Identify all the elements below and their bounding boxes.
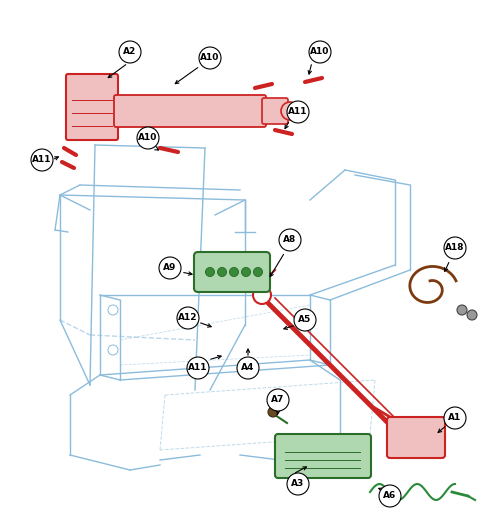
Circle shape bbox=[467, 310, 477, 320]
Circle shape bbox=[457, 305, 467, 315]
Circle shape bbox=[253, 286, 271, 304]
Text: A12: A12 bbox=[178, 313, 198, 323]
Text: A10: A10 bbox=[200, 53, 220, 62]
Circle shape bbox=[444, 407, 466, 429]
Text: A7: A7 bbox=[272, 395, 284, 404]
Circle shape bbox=[218, 267, 226, 276]
Circle shape bbox=[177, 307, 199, 329]
Circle shape bbox=[281, 102, 299, 120]
Text: A10: A10 bbox=[138, 134, 158, 142]
FancyBboxPatch shape bbox=[275, 434, 371, 478]
Circle shape bbox=[187, 357, 209, 379]
Circle shape bbox=[309, 41, 331, 63]
Text: A11: A11 bbox=[32, 156, 52, 164]
Text: A4: A4 bbox=[242, 364, 254, 373]
FancyBboxPatch shape bbox=[194, 252, 270, 292]
Text: A18: A18 bbox=[446, 244, 465, 252]
Circle shape bbox=[242, 267, 250, 276]
FancyBboxPatch shape bbox=[114, 95, 266, 127]
Circle shape bbox=[199, 47, 221, 69]
Circle shape bbox=[230, 267, 238, 276]
Circle shape bbox=[267, 389, 289, 411]
FancyBboxPatch shape bbox=[262, 98, 288, 124]
Circle shape bbox=[137, 127, 159, 149]
Text: A9: A9 bbox=[164, 264, 176, 272]
Text: A10: A10 bbox=[310, 48, 330, 56]
Circle shape bbox=[268, 407, 278, 417]
Circle shape bbox=[108, 305, 118, 315]
Text: A11: A11 bbox=[188, 364, 208, 373]
Circle shape bbox=[206, 267, 214, 276]
Text: A5: A5 bbox=[298, 315, 312, 325]
Text: A2: A2 bbox=[124, 48, 136, 56]
Circle shape bbox=[287, 473, 309, 495]
Circle shape bbox=[254, 267, 262, 276]
Circle shape bbox=[279, 229, 301, 251]
Text: A1: A1 bbox=[448, 414, 462, 422]
Text: A3: A3 bbox=[292, 480, 304, 488]
Circle shape bbox=[444, 237, 466, 259]
Circle shape bbox=[159, 257, 181, 279]
Text: A11: A11 bbox=[288, 108, 308, 117]
Text: A6: A6 bbox=[384, 492, 396, 501]
FancyBboxPatch shape bbox=[387, 417, 445, 458]
Circle shape bbox=[108, 345, 118, 355]
Circle shape bbox=[379, 485, 401, 507]
Circle shape bbox=[237, 357, 259, 379]
Circle shape bbox=[119, 41, 141, 63]
Circle shape bbox=[31, 149, 53, 171]
FancyBboxPatch shape bbox=[66, 74, 118, 140]
Circle shape bbox=[287, 101, 309, 123]
Text: A8: A8 bbox=[284, 236, 296, 245]
Circle shape bbox=[294, 309, 316, 331]
